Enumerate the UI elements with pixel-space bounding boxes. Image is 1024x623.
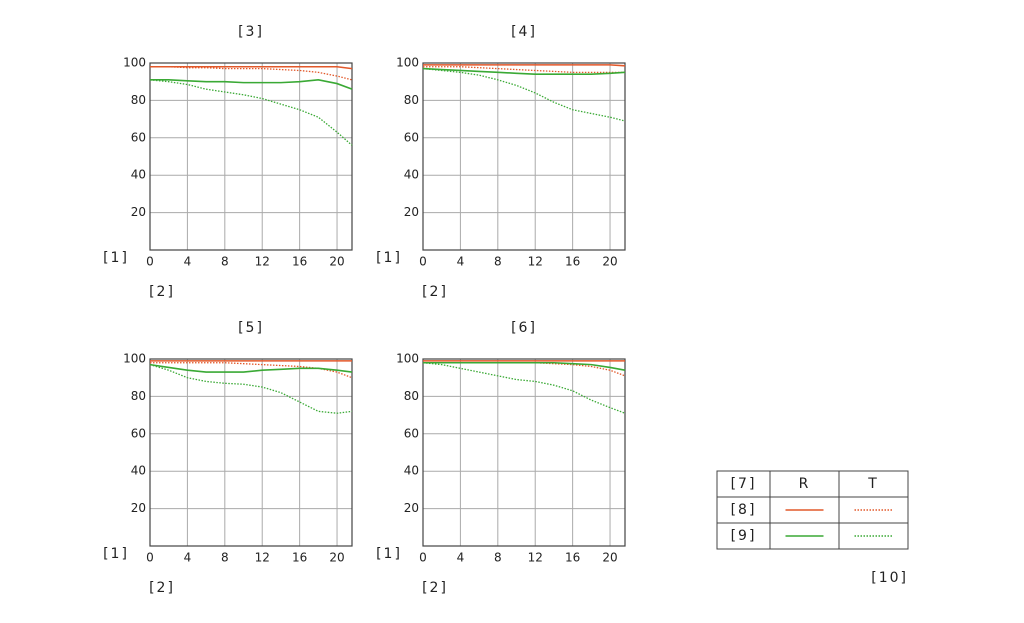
y-tick-label: 60 [404, 130, 419, 144]
x-axis-label: [2] [422, 580, 448, 596]
x-tick-label: 20 [329, 255, 344, 269]
chart-title: [6] [511, 320, 537, 336]
mtf-line [149, 79, 353, 146]
y-tick-label: 100 [396, 56, 419, 70]
x-tick-label: 16 [292, 551, 307, 565]
plot-frame [149, 358, 353, 547]
x-tick-label: 12 [528, 551, 543, 565]
x-tick-label: 12 [255, 255, 270, 269]
legend-title: [7] [731, 476, 757, 492]
mtf-line [422, 67, 626, 76]
y-tick-label: 20 [131, 501, 146, 515]
chart-title: [4] [511, 24, 537, 40]
y-tick-label: 80 [404, 389, 419, 403]
mtf-line [149, 363, 353, 373]
mtf-line [150, 66, 353, 81]
x-tick-label: 12 [255, 551, 270, 565]
y-tick-label: 80 [131, 93, 146, 107]
mtf-line [150, 65, 353, 70]
y-axis-label: [1] [103, 546, 129, 562]
mtf-line [422, 67, 626, 122]
y-axis-label: [1] [376, 250, 402, 266]
x-tick-label: 16 [292, 255, 307, 269]
legend-column: R [799, 476, 811, 492]
x-tick-label: 16 [565, 255, 580, 269]
x-tick-label: 4 [184, 551, 192, 565]
x-axis-label: [2] [422, 284, 448, 300]
mtf-line [150, 362, 353, 379]
legend-row: [8] [731, 502, 757, 518]
x-tick-label: 8 [494, 551, 502, 565]
mtf-line [149, 363, 353, 414]
y-tick-label: 100 [123, 352, 146, 366]
x-tick-label: 4 [457, 551, 465, 565]
chart-title: [3] [238, 24, 264, 40]
mtf-line [422, 362, 626, 414]
plot-frame [422, 62, 626, 251]
x-tick-label: 0 [146, 255, 154, 269]
x-tick-label: 0 [146, 551, 154, 565]
y-tick-label: 60 [131, 130, 146, 144]
y-tick-label: 20 [131, 205, 146, 219]
y-tick-label: 40 [404, 168, 419, 182]
legend-column: T [867, 476, 879, 492]
x-tick-label: 20 [329, 551, 344, 565]
y-tick-label: 20 [404, 205, 419, 219]
mtf-line [150, 79, 353, 90]
y-tick-label: 40 [131, 464, 146, 478]
x-tick-label: 8 [494, 255, 502, 269]
y-tick-label: 40 [131, 168, 146, 182]
mtf-line [423, 361, 626, 372]
y-axis-label: [1] [376, 546, 402, 562]
x-tick-label: 20 [602, 551, 617, 565]
x-tick-label: 12 [528, 255, 543, 269]
mtf-line [423, 66, 625, 73]
plot-frame [422, 358, 626, 547]
y-tick-label: 60 [404, 426, 419, 440]
x-tick-label: 0 [419, 255, 427, 269]
legend-row: [9] [731, 528, 757, 544]
x-tick-label: 8 [221, 551, 229, 565]
y-tick-label: 100 [123, 56, 146, 70]
x-tick-label: 4 [184, 255, 192, 269]
x-tick-label: 8 [221, 255, 229, 269]
y-axis-label: [1] [103, 250, 129, 266]
x-tick-label: 4 [457, 255, 465, 269]
y-tick-label: 100 [396, 352, 419, 366]
x-axis-label: [2] [149, 284, 175, 300]
y-tick-label: 80 [131, 389, 146, 403]
y-tick-label: 20 [404, 501, 419, 515]
legend-frame [716, 470, 909, 550]
x-axis-label: [2] [149, 580, 175, 596]
x-tick-label: 0 [419, 551, 427, 565]
mtf-line [423, 64, 626, 67]
footnote: [10] [871, 570, 908, 586]
x-tick-label: 16 [565, 551, 580, 565]
y-tick-label: 60 [131, 426, 146, 440]
x-tick-label: 20 [602, 255, 617, 269]
chart-title: [5] [238, 320, 264, 336]
plot-frame [149, 62, 353, 251]
y-tick-label: 80 [404, 93, 419, 107]
y-tick-label: 40 [404, 464, 419, 478]
